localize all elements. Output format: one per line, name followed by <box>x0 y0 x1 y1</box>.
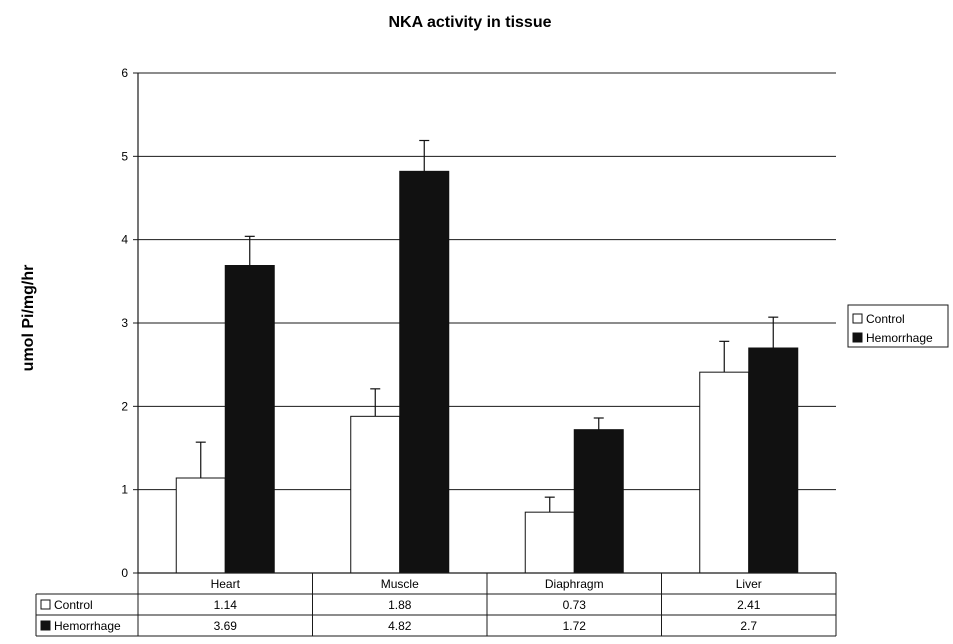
x-category-label: Diaphragm <box>545 577 604 591</box>
legend-key-hemorrhage <box>852 332 863 343</box>
y-tick-label: 3 <box>121 316 128 330</box>
table-row-label: Hemorrhage <box>54 619 121 633</box>
data-table: Heart 1.14 3.69 Muscle 1.88 4.82 Diaphragm 0.73… <box>35 572 837 637</box>
legend-label-control: Control <box>866 312 905 326</box>
table-value-control: 2.41 <box>737 598 761 612</box>
legend: Control Hemorrhage <box>847 304 949 348</box>
table-value-hemorrhage: 2.7 <box>740 619 757 633</box>
bar-hemorrhage-liver <box>748 347 799 574</box>
table-row-label: Control <box>54 598 93 612</box>
bar-control-muscle <box>350 415 401 574</box>
x-category-label: Muscle <box>381 577 419 591</box>
table-value-hemorrhage: 3.69 <box>214 619 238 633</box>
bar-hemorrhage-muscle <box>399 170 450 574</box>
legend-box <box>847 304 949 348</box>
bars <box>175 139 799 574</box>
bar-control-liver <box>699 371 750 574</box>
table-value-hemorrhage: 1.72 <box>563 619 587 633</box>
y-tick-label: 4 <box>121 233 128 247</box>
y-tick-label: 5 <box>121 149 128 163</box>
table-value-control: 1.14 <box>214 598 238 612</box>
y-tick-label: 0 <box>121 566 128 580</box>
bar-control-diaphragm <box>524 511 575 574</box>
y-axis-label: umol Pi/mg/hr <box>20 265 37 372</box>
bar-control-heart <box>175 477 226 574</box>
bar-hemorrhage-diaphragm <box>573 429 624 574</box>
legend-label-hemorrhage: Hemorrhage <box>866 331 933 345</box>
y-tick-label: 2 <box>121 399 128 413</box>
legend-key-control <box>852 313 863 324</box>
y-tick-label: 1 <box>121 483 128 497</box>
y-tick-label: 6 <box>121 66 128 80</box>
table-legend-key-hemorrhage <box>40 620 51 631</box>
table-value-hemorrhage: 4.82 <box>388 619 412 633</box>
x-category-label: Heart <box>211 577 241 591</box>
bar-hemorrhage-heart <box>224 265 275 574</box>
x-category-label: Liver <box>736 577 762 591</box>
table-value-control: 0.73 <box>563 598 587 612</box>
table-value-control: 1.88 <box>388 598 412 612</box>
axes: 0 1 2 3 4 5 6 <box>121 66 139 580</box>
chart-title: NKA activity in tissue <box>388 14 551 31</box>
table-legend-key-control <box>40 599 51 610</box>
